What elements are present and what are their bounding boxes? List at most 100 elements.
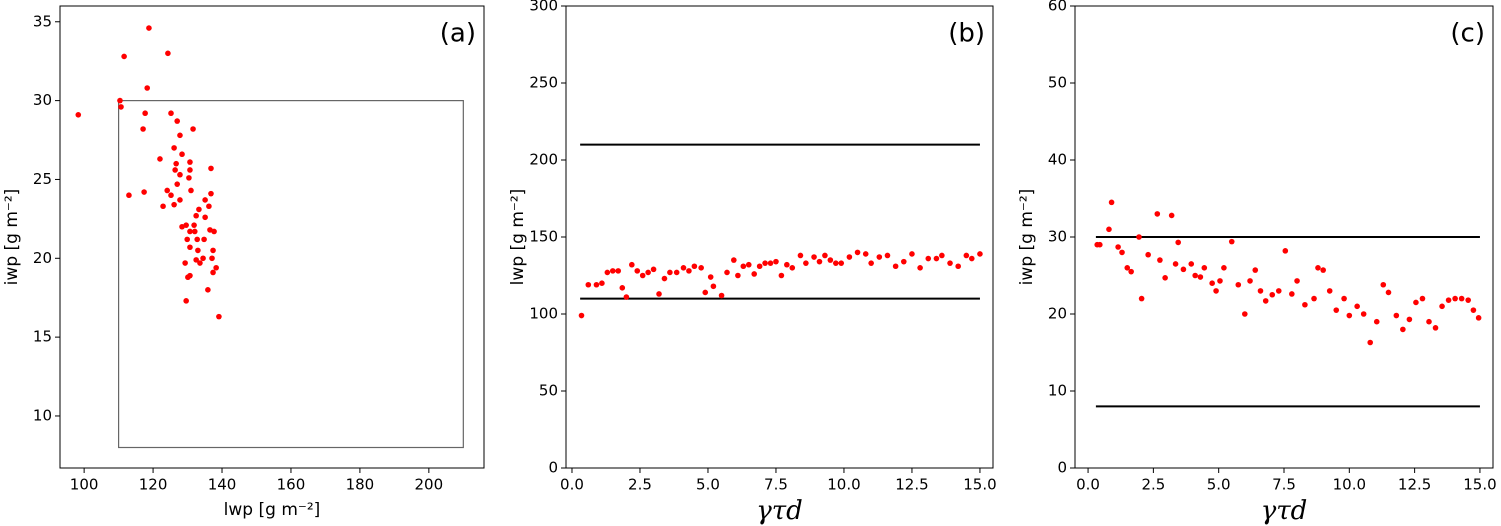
point: [157, 156, 163, 162]
point: [947, 260, 953, 266]
point: [171, 201, 177, 208]
point: [1465, 297, 1471, 303]
point: [1097, 241, 1103, 248]
point: [623, 294, 630, 300]
point: [196, 206, 202, 213]
point: [751, 271, 758, 277]
point: [118, 104, 124, 110]
point: [191, 228, 198, 235]
point: [171, 145, 177, 151]
point: [1419, 295, 1426, 302]
point: [165, 50, 171, 57]
y-tick-label: 10: [1048, 382, 1067, 400]
point: [141, 189, 147, 195]
x-tick-label: 140: [208, 476, 237, 494]
point: [183, 298, 189, 304]
point: [1162, 275, 1168, 281]
y-tick-label: 30: [33, 91, 52, 109]
point: [1315, 265, 1321, 271]
y-tick-label: 100: [529, 305, 558, 323]
point: [177, 171, 183, 178]
x-axis-label: γτd: [1261, 496, 1308, 526]
point: [1289, 291, 1295, 297]
point: [634, 268, 641, 274]
point: [206, 203, 212, 210]
y-tick-label: 40: [1048, 151, 1067, 169]
point: [1128, 268, 1134, 275]
point: [126, 192, 132, 199]
point: [1154, 211, 1161, 217]
point: [1242, 311, 1248, 317]
point: [827, 257, 834, 263]
point: [160, 203, 166, 210]
point: [862, 251, 869, 257]
y-tick-label: 15: [33, 328, 52, 346]
point: [767, 260, 774, 266]
point: [917, 265, 923, 271]
point: [661, 275, 668, 282]
point: [213, 264, 219, 271]
point: [686, 268, 692, 274]
point: [702, 289, 709, 296]
point: [184, 236, 190, 243]
point: [822, 252, 828, 259]
point: [1367, 339, 1374, 346]
point: [1180, 266, 1187, 273]
point: [1269, 291, 1276, 298]
x-tick-label: 12.5: [895, 476, 928, 494]
point: [884, 252, 891, 259]
point: [1320, 267, 1326, 273]
x-tick-label: 100: [70, 476, 99, 494]
x-tick-label: 5.0: [1207, 476, 1231, 494]
point: [667, 269, 673, 276]
x-tick-label: 10.0: [1333, 476, 1366, 494]
x-tick-label: 200: [415, 476, 444, 494]
point: [838, 260, 845, 266]
point: [174, 118, 181, 124]
point: [1124, 265, 1131, 271]
y-tick-label: 35: [33, 12, 52, 30]
point: [188, 187, 194, 194]
point: [209, 255, 215, 262]
point: [1360, 311, 1367, 317]
point: [1188, 261, 1195, 267]
point: [1209, 280, 1215, 287]
y-tick-label: 50: [1048, 74, 1067, 92]
point: [1475, 315, 1482, 321]
point: [710, 283, 717, 290]
point: [1346, 312, 1353, 319]
point: [1217, 278, 1223, 284]
point: [832, 260, 839, 266]
y-tick-label: 50: [539, 382, 558, 400]
point: [629, 261, 635, 268]
point: [1385, 289, 1392, 296]
point: [1197, 274, 1204, 280]
point: [195, 247, 201, 254]
point: [645, 269, 651, 276]
point: [977, 251, 983, 257]
point: [854, 249, 861, 256]
point: [762, 260, 768, 266]
point: [1106, 226, 1112, 233]
point: [1136, 234, 1142, 240]
point: [210, 247, 216, 254]
point: [892, 263, 899, 270]
point: [1326, 288, 1333, 294]
reference-box: [118, 100, 464, 449]
point: [784, 261, 790, 268]
point: [1138, 295, 1145, 302]
x-tick-label: 160: [277, 476, 306, 494]
point: [179, 223, 185, 230]
point: [619, 285, 626, 291]
point: [1108, 199, 1115, 206]
point: [599, 280, 605, 287]
point: [846, 254, 853, 260]
point: [639, 272, 646, 279]
point: [1452, 295, 1458, 302]
point: [1282, 248, 1289, 254]
x-tick-label: 120: [139, 476, 168, 494]
x-axis-label: γτd: [756, 496, 803, 526]
point: [909, 251, 915, 257]
point: [187, 159, 193, 165]
